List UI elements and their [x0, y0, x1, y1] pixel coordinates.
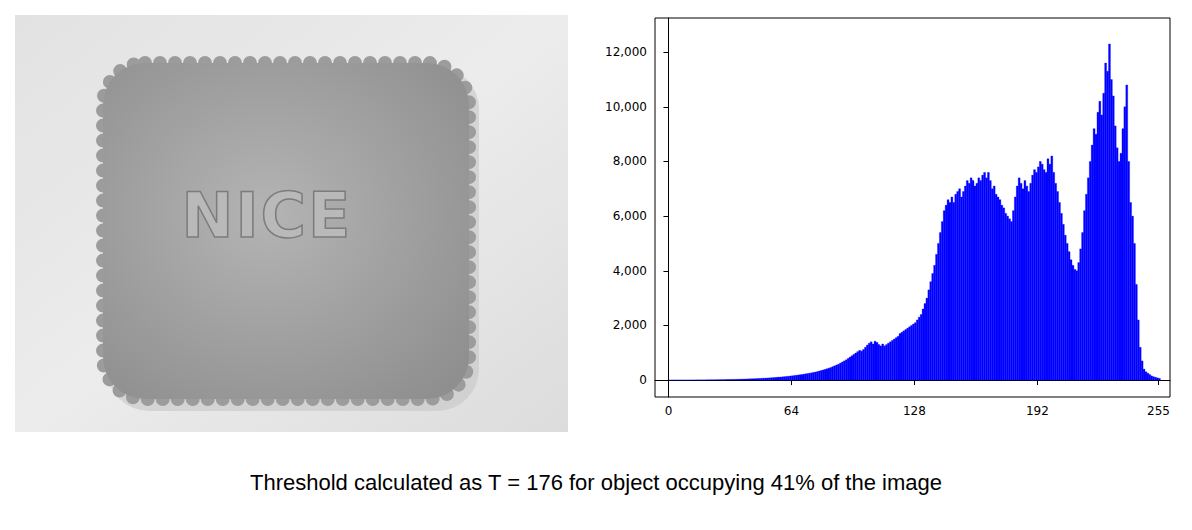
svg-text:0: 0: [639, 373, 647, 387]
svg-text:NICE: NICE: [182, 179, 353, 252]
svg-text:6,000: 6,000: [613, 209, 647, 223]
svg-text:10,000: 10,000: [605, 100, 647, 114]
svg-text:255: 255: [1147, 404, 1170, 418]
svg-text:2,000: 2,000: [613, 318, 647, 332]
svg-text:0: 0: [665, 404, 673, 418]
svg-text:192: 192: [1026, 404, 1049, 418]
svg-text:64: 64: [784, 404, 799, 418]
svg-text:4,000: 4,000: [613, 264, 647, 278]
svg-text:12,000: 12,000: [605, 45, 647, 59]
html-text:Threshold calculated as T = 17: Threshold calculated as T = 176 for obje…: [250, 470, 942, 495]
svg-text:128: 128: [903, 404, 926, 418]
svg-text:8,000: 8,000: [613, 154, 647, 168]
